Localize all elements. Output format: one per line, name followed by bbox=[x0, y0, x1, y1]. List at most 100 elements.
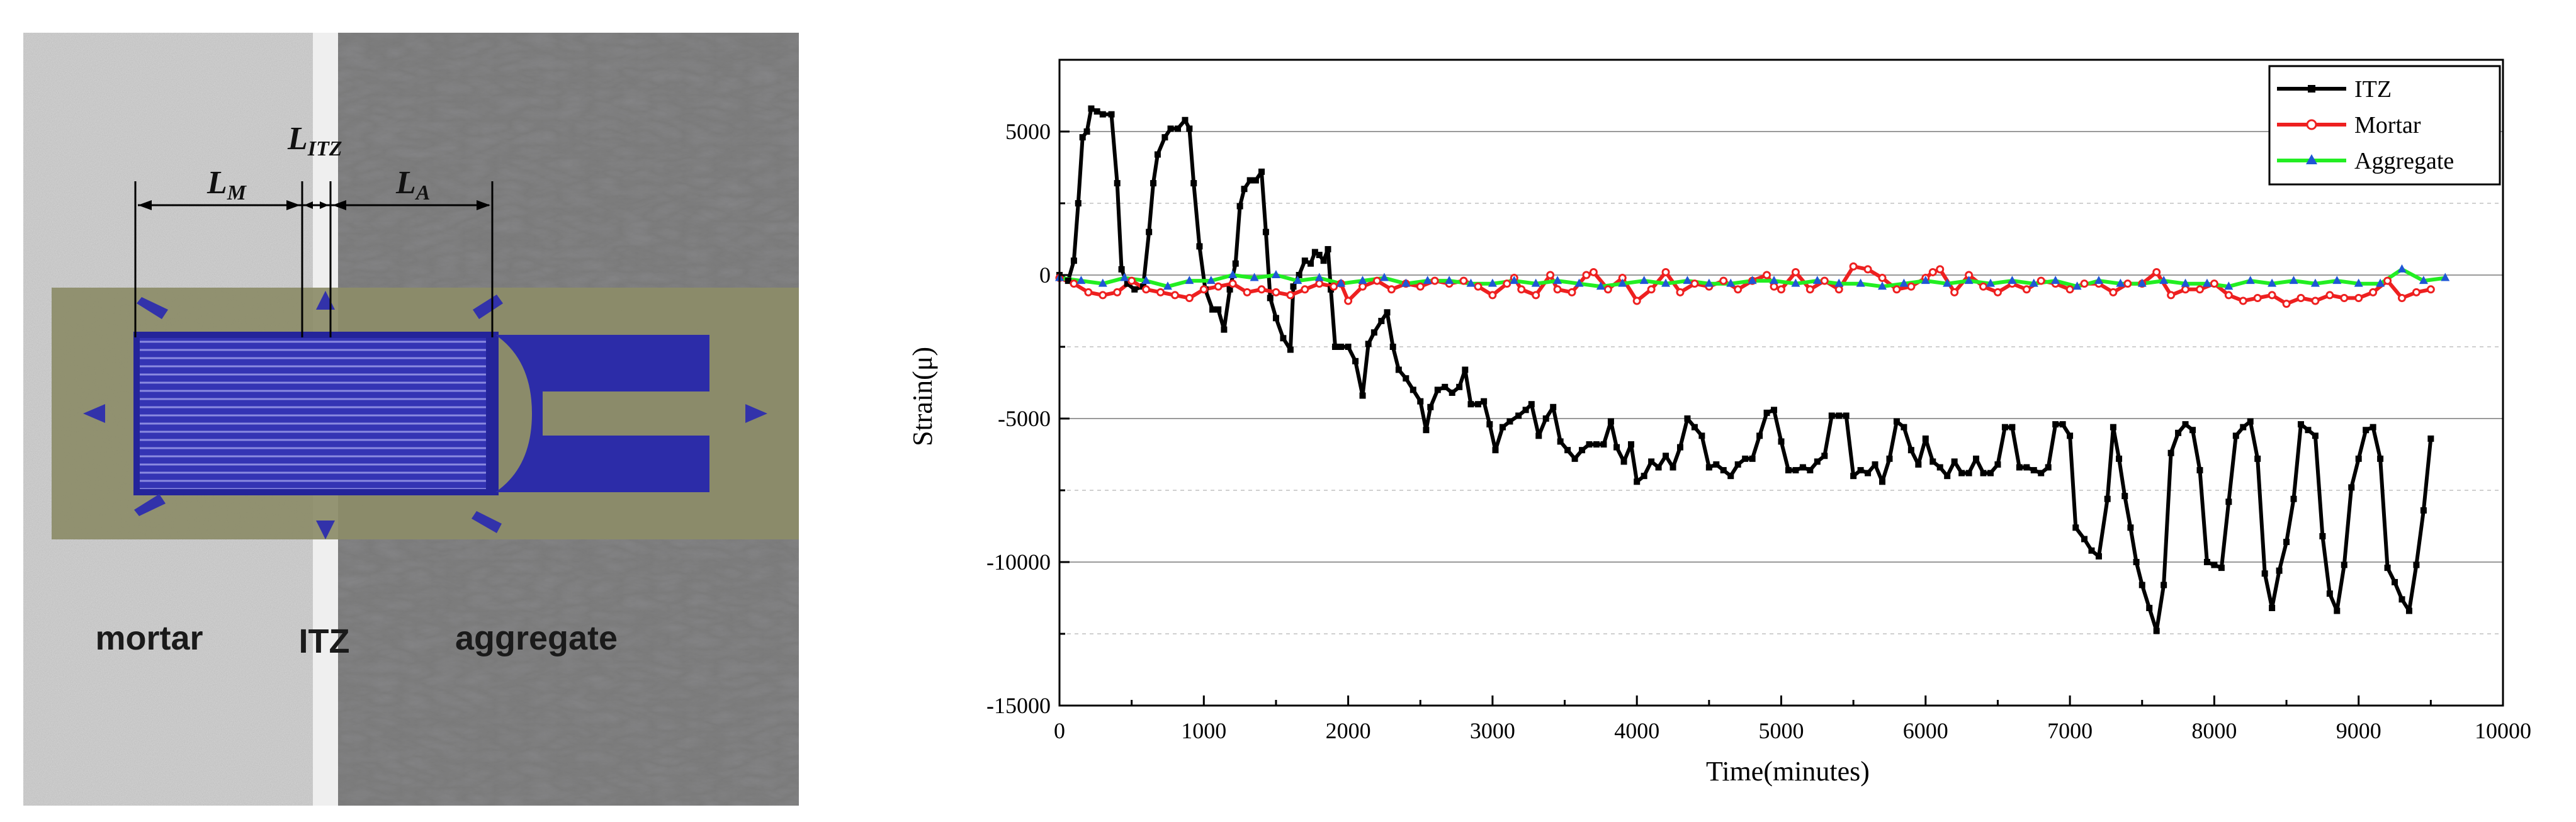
data-point bbox=[2123, 279, 2132, 288]
litz-label: LITZ bbox=[287, 121, 342, 160]
data-point bbox=[2319, 532, 2326, 539]
data-point bbox=[1228, 270, 1238, 278]
data-point bbox=[2426, 285, 2435, 294]
data-point bbox=[2072, 281, 2082, 290]
data-point bbox=[1553, 276, 1562, 284]
data-point bbox=[1828, 412, 1835, 419]
data-point bbox=[1812, 276, 1822, 284]
data-point bbox=[2261, 570, 2268, 577]
data-point bbox=[1892, 285, 1901, 294]
data-point bbox=[2412, 288, 2421, 296]
data-point bbox=[2116, 278, 2125, 287]
data-point bbox=[1474, 401, 1481, 408]
data-point bbox=[1749, 455, 1756, 462]
data-point bbox=[1442, 383, 1449, 390]
data-point bbox=[1915, 461, 1922, 468]
data-point bbox=[2269, 604, 2276, 611]
data-point bbox=[1886, 455, 1893, 462]
grid-layer bbox=[1059, 131, 2503, 706]
data-point bbox=[1582, 271, 1591, 279]
data-point bbox=[1250, 273, 1259, 281]
data-point bbox=[1331, 344, 1338, 350]
data-point bbox=[2211, 561, 2218, 568]
la-label: LA bbox=[395, 165, 430, 205]
data-point bbox=[1771, 407, 1778, 414]
data-point bbox=[1232, 260, 1239, 267]
data-point bbox=[1770, 276, 1779, 284]
data-point bbox=[2037, 276, 2045, 285]
data-point bbox=[2030, 467, 2037, 474]
data-point bbox=[1262, 228, 1269, 235]
x-tick-label: 0 bbox=[1054, 718, 1065, 743]
data-point bbox=[1704, 278, 1714, 287]
data-point bbox=[1170, 291, 1179, 300]
data-point bbox=[1698, 432, 1705, 439]
data-point bbox=[1785, 467, 1792, 474]
data-point bbox=[1655, 464, 1662, 471]
data-point bbox=[1084, 288, 1093, 296]
data-point bbox=[1372, 276, 1381, 285]
data-point bbox=[2189, 427, 2196, 434]
data-point bbox=[1607, 418, 1614, 425]
data-point bbox=[2088, 547, 2095, 554]
data-point bbox=[1241, 186, 1248, 193]
data-point bbox=[1770, 282, 1778, 291]
data-point bbox=[2181, 285, 2190, 294]
data-point bbox=[1734, 285, 1743, 294]
data-point bbox=[1921, 276, 1930, 284]
data-point bbox=[1271, 270, 1280, 278]
data-point bbox=[2104, 495, 2111, 502]
data-point bbox=[2023, 464, 2030, 471]
data-point bbox=[2441, 273, 2450, 281]
data-point bbox=[2133, 559, 2140, 565]
data-point bbox=[2348, 484, 2355, 491]
data-point bbox=[1065, 278, 1071, 284]
data-point bbox=[2384, 565, 2391, 571]
data-point bbox=[1763, 409, 1770, 416]
data-point bbox=[2290, 495, 2297, 502]
data-point bbox=[1395, 366, 1402, 373]
data-point bbox=[1221, 326, 1228, 333]
data-point bbox=[1748, 276, 1757, 284]
data-point bbox=[1756, 432, 1763, 439]
data-point bbox=[1079, 134, 1086, 141]
x-axis-label: Time(minutes) bbox=[1706, 756, 1870, 787]
data-point bbox=[1568, 288, 1576, 296]
data-point bbox=[1613, 444, 1620, 451]
y-axis-label: Strain(μ) bbox=[907, 347, 938, 446]
data-point bbox=[1384, 309, 1391, 316]
data-point bbox=[2045, 464, 2052, 471]
data-point bbox=[1922, 435, 1929, 442]
data-point bbox=[1296, 272, 1302, 278]
data-point bbox=[2283, 539, 2290, 546]
data-point bbox=[1492, 447, 1499, 454]
data-point bbox=[1857, 467, 1864, 474]
data-point bbox=[2065, 285, 2074, 294]
data-point bbox=[1647, 285, 1656, 294]
data-point bbox=[1120, 273, 1129, 281]
x-tick-label: 8000 bbox=[2191, 718, 2237, 743]
data-point bbox=[2398, 596, 2405, 603]
data-point bbox=[2354, 278, 2363, 287]
legend-marker bbox=[2306, 154, 2317, 164]
data-point bbox=[2247, 418, 2254, 425]
data-point bbox=[1099, 111, 1106, 118]
data-point bbox=[2413, 561, 2420, 568]
data-point bbox=[1287, 346, 1294, 353]
data-point bbox=[1127, 276, 1136, 285]
data-point bbox=[1872, 461, 1878, 468]
data-point bbox=[1167, 125, 1174, 132]
data-point bbox=[2052, 421, 2059, 428]
data-point bbox=[1378, 317, 1385, 324]
data-point bbox=[2072, 524, 2079, 531]
data-point bbox=[1878, 274, 1887, 283]
data-point bbox=[1763, 271, 1771, 279]
data-point bbox=[1993, 288, 2002, 296]
data-point bbox=[1850, 473, 1857, 480]
data-point bbox=[1778, 438, 1785, 445]
data-point bbox=[2196, 467, 2203, 474]
data-point bbox=[1820, 276, 1829, 285]
data-point bbox=[1901, 424, 1907, 431]
data-point bbox=[1301, 285, 1309, 294]
data-point bbox=[2218, 565, 2225, 571]
